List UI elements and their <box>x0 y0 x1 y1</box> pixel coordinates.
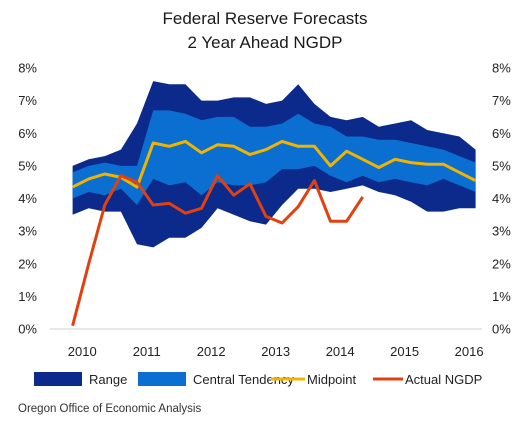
plot-area <box>71 81 477 327</box>
x-axis: 2010 2011 2012 2013 2014 2015 2016 <box>50 328 484 359</box>
y-tick-label-right: 6% <box>492 126 511 141</box>
y-axis-right: 0% 1% 2% 3% 4% 5% 6% 7% 8% <box>492 61 511 337</box>
actual-ngdp-line <box>71 174 364 327</box>
y-tick-label-right: 1% <box>492 289 511 304</box>
y-axis-left: 0% 1% 2% 3% 4% 5% 6% 7% 8% <box>18 61 37 337</box>
central-tendency-band <box>72 110 476 205</box>
legend-central-tendency-label: Central Tendency <box>193 372 294 387</box>
y-tick-label-left: 7% <box>18 93 37 108</box>
y-tick-label-left: 2% <box>18 256 37 271</box>
x-tick-label: 2012 <box>197 344 226 359</box>
y-tick-label-left: 6% <box>18 126 37 141</box>
y-tick-label-right: 8% <box>492 61 511 76</box>
y-tick-label-right: 4% <box>492 191 511 206</box>
y-tick-label-right: 2% <box>492 256 511 271</box>
legend-central-tendency-swatch <box>138 372 186 386</box>
x-tick-label: 2013 <box>261 344 290 359</box>
x-tick-label: 2011 <box>133 344 161 359</box>
legend: Range Central Tendency Midpoint Actual N… <box>34 372 482 387</box>
x-tick-label: 2010 <box>68 344 97 359</box>
legend-range-swatch <box>34 372 82 386</box>
y-tick-label-left: 0% <box>18 322 37 337</box>
y-tick-label-left: 1% <box>18 289 37 304</box>
legend-actual-ngdp-label: Actual NGDP <box>405 372 482 387</box>
x-tick-label: 2015 <box>390 344 419 359</box>
y-tick-label-left: 4% <box>18 191 37 206</box>
y-tick-label-right: 3% <box>492 224 511 239</box>
midpoint-line <box>71 139 477 189</box>
legend-range-label: Range <box>89 372 127 387</box>
chart-subtitle: 2 Year Ahead NGDP <box>187 33 342 52</box>
x-tick-label: 2016 <box>455 344 484 359</box>
source-note: Oregon Office of Economic Analysis <box>18 403 201 415</box>
y-tick-label-right: 0% <box>492 322 511 337</box>
y-tick-label-left: 8% <box>18 61 37 76</box>
y-tick-label-right: 7% <box>492 93 511 108</box>
y-tick-label-left: 5% <box>18 158 37 173</box>
y-tick-label-left: 3% <box>18 224 37 239</box>
x-tick-label: 2014 <box>326 344 355 359</box>
legend-midpoint-label: Midpoint <box>307 372 357 387</box>
y-tick-label-right: 5% <box>492 158 511 173</box>
chart-title: Federal Reserve Forecasts <box>162 9 367 28</box>
